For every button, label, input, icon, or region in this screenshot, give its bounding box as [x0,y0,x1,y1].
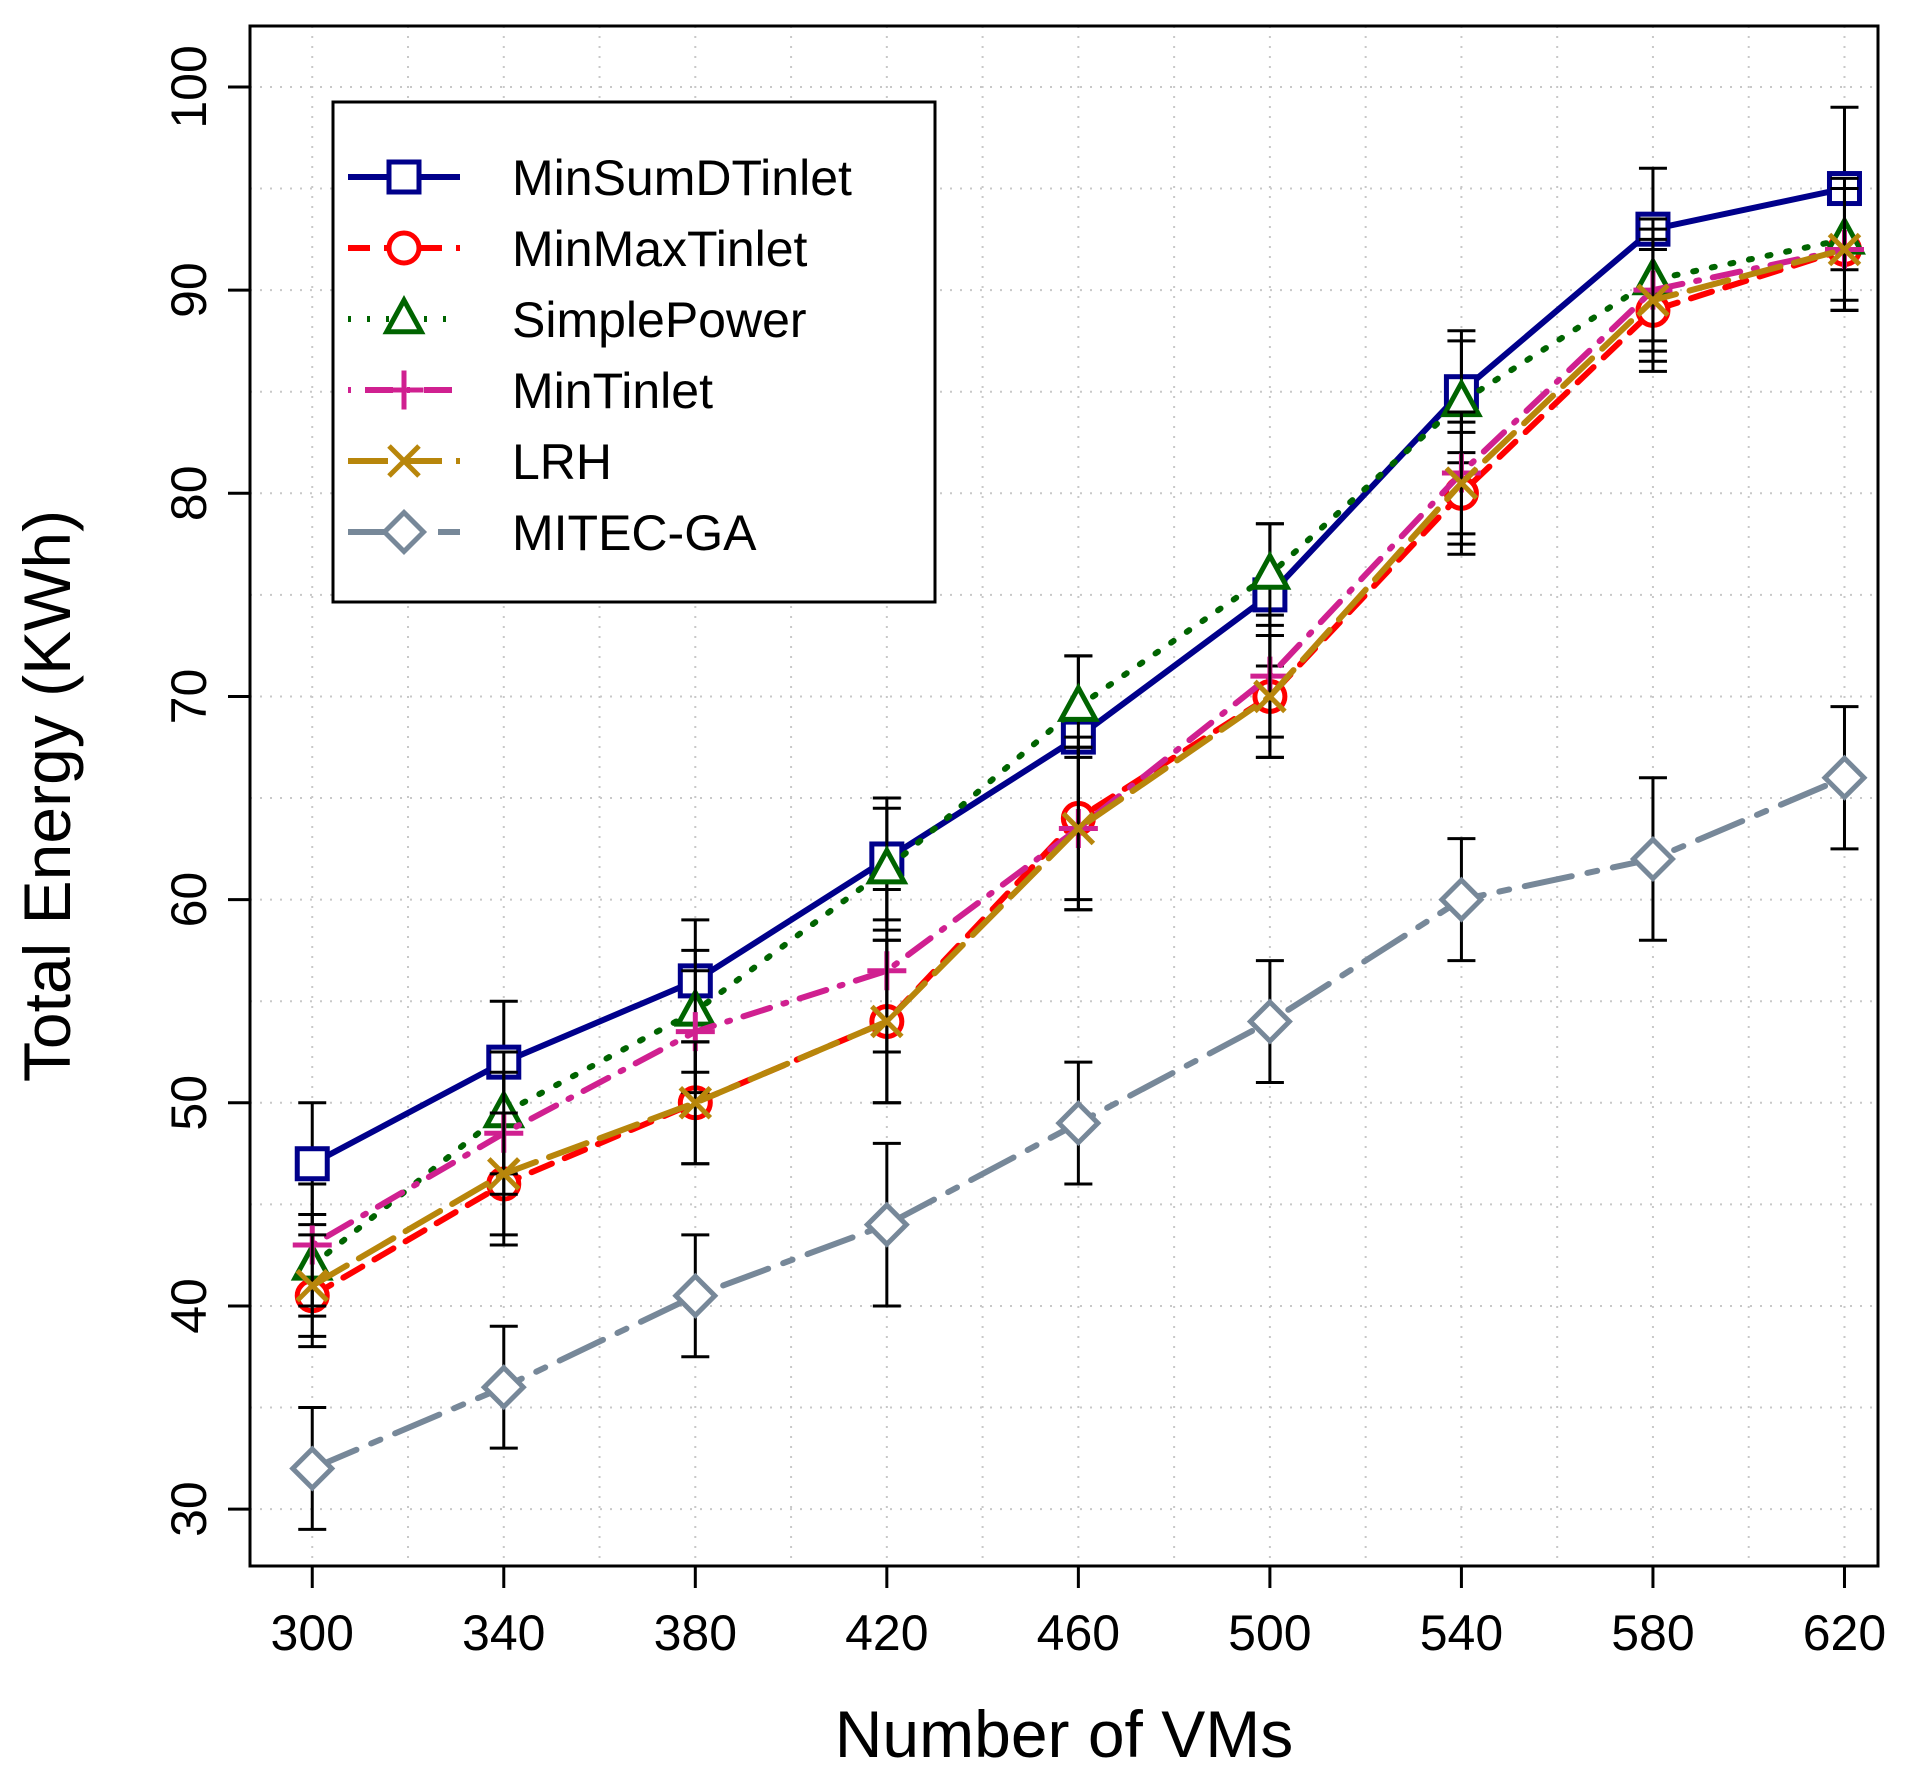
legend-item-minsumdtinlet: MinSumDTinlet [348,150,852,206]
x-tick-label: 380 [654,1605,737,1661]
y-tick-label: 70 [161,669,217,725]
data-point-mitec-ga [1055,1100,1102,1147]
data-point-lrh [295,1268,330,1303]
x-tick-label: 540 [1420,1605,1503,1661]
legend-item-lrh: LRH [348,434,612,490]
x-tick-label: 620 [1803,1605,1886,1661]
x-tick-label: 300 [271,1605,354,1661]
legend-label: MinSumDTinlet [512,150,852,206]
legend-swatch-marker [387,444,421,478]
data-point-mitec-ga [1246,998,1293,1045]
data-point-lrh [1061,811,1096,846]
y-axis-title: Total Energy (KWh) [10,510,84,1082]
data-point-mitec-ga [1629,835,1676,883]
x-tick-label: 420 [845,1605,928,1661]
legend-swatch-marker [386,230,422,266]
y-tick-label: 30 [161,1481,217,1537]
y-tick-label: 90 [161,262,217,318]
x-tick-label: 580 [1611,1605,1694,1661]
data-point-lrh [678,1086,713,1120]
series-mitec-ga [289,705,1868,1531]
legend-swatch-marker [380,508,428,556]
data-point-lrh [487,1157,521,1191]
data-point-minsumdtinlet [294,1146,330,1182]
legend-item-mitec-ga: MITEC-GA [348,505,757,561]
legend-label: MinTinlet [512,363,713,419]
data-point-simplepower [865,845,909,885]
y-tick-label: 80 [161,465,217,521]
legend-label: SimplePower [512,292,807,348]
legend-swatch-marker [382,295,426,335]
data-point-mitec-ga [480,1364,527,1411]
series-group [289,105,1868,1531]
data-point-lrh [1827,232,1862,267]
legend-swatch-marker [386,159,422,195]
legend-item-mintinlet: MinTinlet [348,363,713,419]
x-tick-label: 500 [1228,1605,1311,1661]
data-point-lrh [1253,679,1287,714]
series-lrh [295,187,1862,1338]
legend-item-simplepower: SimplePower [348,292,807,348]
y-tick-label: 40 [161,1278,217,1334]
data-point-mitec-ga [289,1445,336,1492]
x-tick-label: 340 [462,1605,545,1661]
legend-label: MITEC-GA [512,505,757,561]
legend-item-minmaxtinlet: MinMaxTinlet [348,221,808,277]
legend-swatch-marker [384,370,424,410]
data-point-simplepower [1056,682,1100,722]
data-point-simplepower [1248,550,1292,590]
data-point-lrh [1444,466,1479,500]
data-point-lrh [1636,283,1670,318]
legend-label: LRH [512,434,612,490]
plot-frame [248,24,1880,1568]
y-tick-label: 50 [161,1075,217,1131]
x-axis-title: Number of VMs [835,1697,1293,1771]
axes: 300 340 380 420 460 500 540 580 620 30 40 50 60 70 80 9… [161,45,1886,1661]
y-tick-label: 60 [161,872,217,928]
data-point-mitec-ga [863,1201,910,1248]
legend-box [331,100,937,604]
data-point-mitec-ga [1438,876,1485,923]
legend: MinSumDTinlet MinMaxTinlet SimplePower MinT… [331,100,937,604]
data-point-lrh [870,1004,904,1039]
x-tick-label: 460 [1037,1605,1120,1661]
data-point-mitec-ga [672,1272,719,1319]
series-line-mintinlet [309,246,1848,1248]
y-tick-label: 100 [161,45,217,128]
legend-label: MinMaxTinlet [512,221,808,277]
data-point-mitec-ga [1821,754,1868,801]
